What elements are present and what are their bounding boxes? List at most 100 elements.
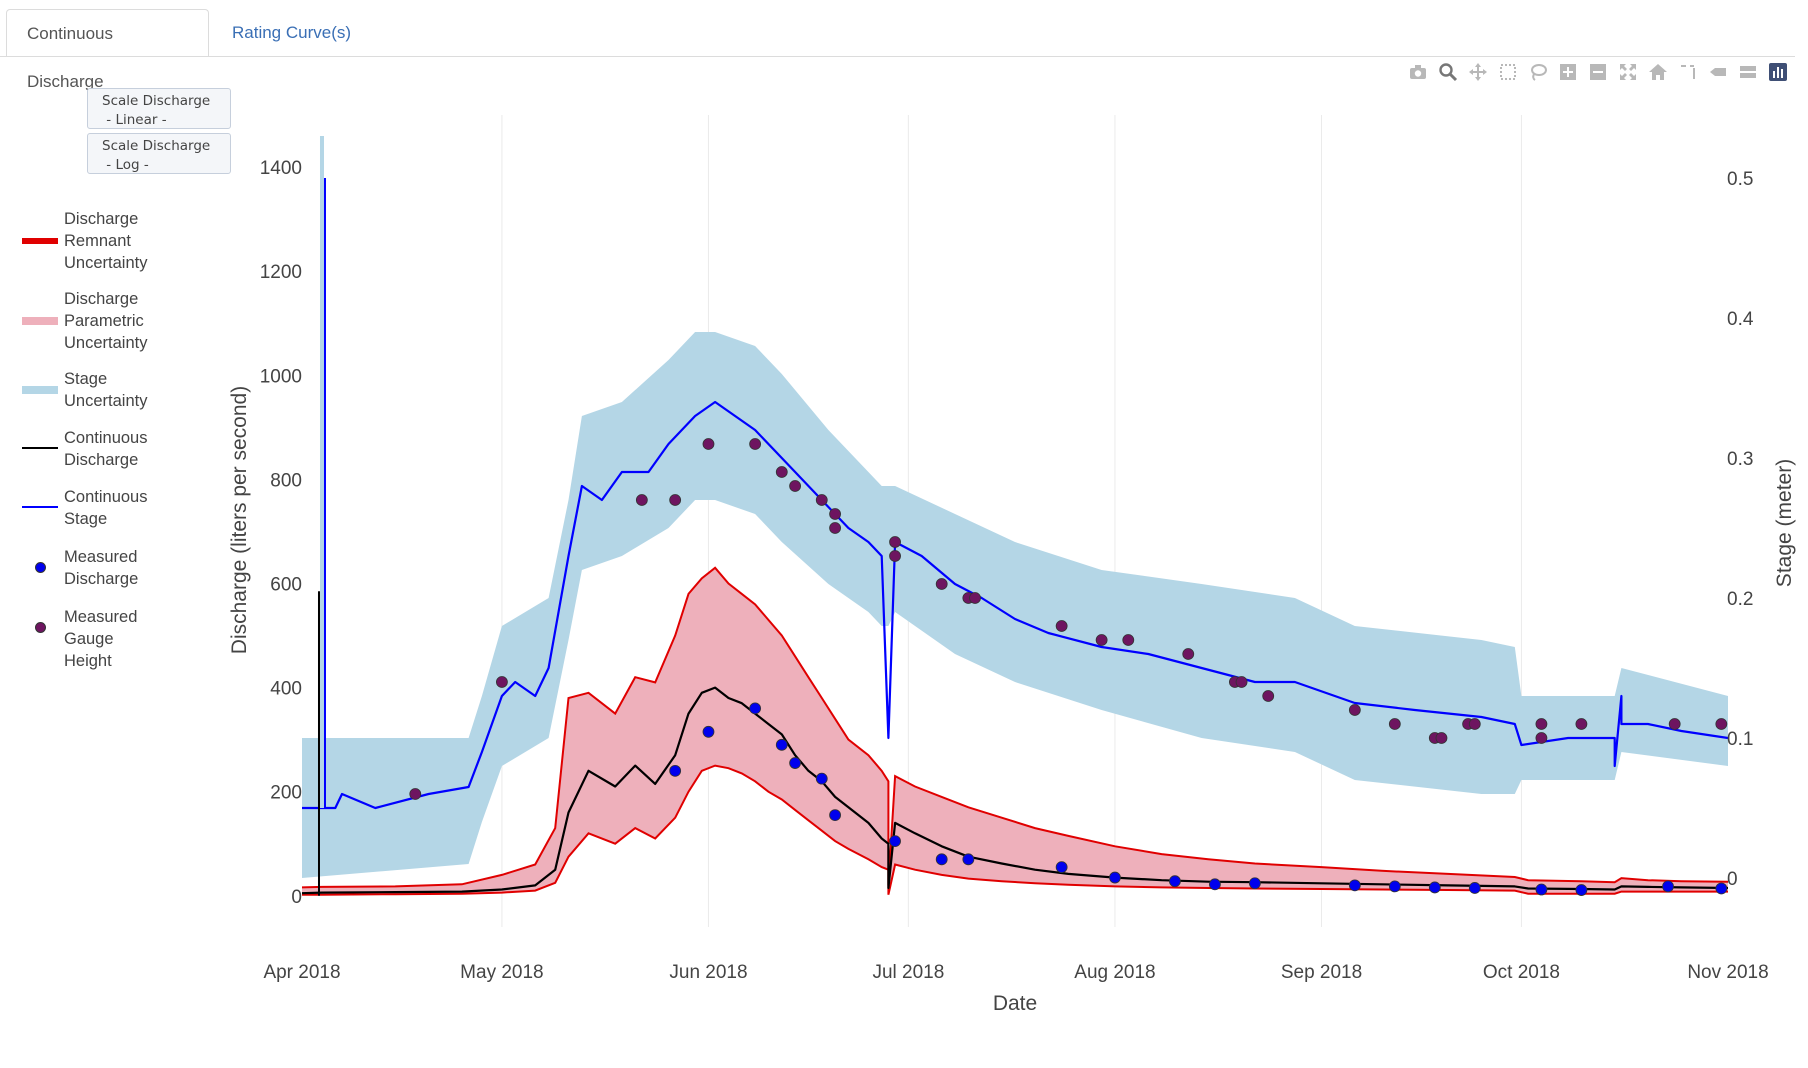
measured-gauge-height-point bbox=[1262, 690, 1275, 702]
measured-gauge-height-point bbox=[969, 592, 981, 604]
measured-gauge-height-point bbox=[1055, 620, 1068, 632]
legend-item-continuous-stage[interactable]: Continuous Stage bbox=[18, 486, 218, 530]
measured-discharge-point bbox=[1428, 881, 1441, 894]
legend-item-remnant[interactable]: Discharge Remnant Uncertainty bbox=[18, 208, 218, 274]
y-tick-label: 400 bbox=[270, 679, 302, 700]
scale-log-button[interactable]: Scale Discharge - Log - bbox=[87, 133, 231, 174]
legend-item-parametric[interactable]: Discharge Parametric Uncertainty bbox=[18, 288, 218, 354]
measured-discharge-point bbox=[1575, 884, 1588, 896]
tab-rating-curves[interactable]: Rating Curve(s) bbox=[232, 23, 352, 42]
measured-discharge-point bbox=[775, 738, 788, 751]
measured-gauge-height-point bbox=[1235, 676, 1248, 688]
autoscale-icon[interactable] bbox=[1616, 60, 1640, 84]
measured-gauge-height-point bbox=[1715, 718, 1728, 730]
measured-gauge-height-point bbox=[1535, 732, 1548, 744]
measured-gauge-height-point bbox=[409, 788, 422, 800]
x-axis-title: Date bbox=[993, 992, 1037, 1015]
measured-gauge-height-point bbox=[789, 480, 802, 492]
legend-swatch-remnant bbox=[18, 208, 64, 274]
tab-bar: Continuous Discharge Rating Curve(s) bbox=[0, 0, 1808, 91]
uncertainty-bands bbox=[302, 332, 1728, 896]
tab-continuous-discharge[interactable]: Continuous Discharge bbox=[6, 9, 209, 91]
discharge-parametric-band bbox=[302, 567, 1728, 895]
reset-axes-icon[interactable] bbox=[1646, 60, 1670, 84]
y-axis-title: Discharge (liters per second) bbox=[228, 386, 251, 654]
plot-modebar bbox=[1406, 60, 1790, 86]
measured-discharge-point bbox=[829, 809, 841, 821]
y2-axis-title: Stage (meter) bbox=[1773, 459, 1796, 587]
axes: Apr 2018 May 2018 Jun 2018 Jul 2018 Aug 2018… bbox=[228, 158, 1796, 1015]
measured-gauge-height-point bbox=[775, 466, 788, 478]
x-tick-label: Sep 2018 bbox=[1281, 962, 1362, 983]
legend-label: Measured Gauge Height bbox=[64, 608, 138, 670]
measured-discharge-point bbox=[1169, 875, 1181, 888]
measured-gauge-height-point bbox=[1668, 718, 1681, 730]
x-tick-label: Jul 2018 bbox=[872, 962, 944, 983]
measured-discharge-point bbox=[962, 853, 975, 866]
measured-gauge-height-point bbox=[1435, 732, 1448, 744]
zoom-out-icon[interactable] bbox=[1586, 60, 1610, 84]
measured-markers bbox=[409, 438, 1728, 896]
camera-icon[interactable] bbox=[1406, 60, 1430, 84]
measured-discharge-point bbox=[1468, 882, 1481, 894]
legend-swatch-parametric bbox=[18, 288, 64, 354]
scale-linear-button[interactable]: Scale Discharge - Linear - bbox=[87, 88, 231, 129]
zoom-in-icon[interactable] bbox=[1556, 60, 1580, 84]
measured-gauge-height-point bbox=[749, 438, 762, 450]
hover-compare-icon[interactable] bbox=[1736, 60, 1760, 84]
measured-discharge-point bbox=[815, 772, 828, 785]
tab-divider bbox=[0, 56, 1795, 57]
measured-discharge-point bbox=[1209, 878, 1221, 891]
measured-gauge-height-point bbox=[635, 494, 648, 506]
legend-label: Measured Discharge bbox=[64, 548, 139, 588]
measured-gauge-height-point bbox=[829, 508, 841, 520]
legend-swatch-measured-gauge-height bbox=[18, 606, 64, 672]
lasso-icon[interactable] bbox=[1526, 60, 1550, 84]
legend-item-measured-discharge[interactable]: Measured Discharge bbox=[18, 546, 218, 590]
y-tick-label: 1400 bbox=[260, 158, 302, 179]
measured-discharge-point bbox=[1388, 880, 1401, 893]
measured-discharge-point bbox=[669, 764, 682, 777]
measured-discharge-point bbox=[1248, 877, 1261, 890]
measured-discharge-point bbox=[702, 725, 715, 738]
x-tick-label: Jun 2018 bbox=[669, 962, 747, 983]
stage-uncertainty-band bbox=[302, 332, 1728, 878]
plotly-logo-icon[interactable] bbox=[1766, 60, 1790, 84]
pan-icon[interactable] bbox=[1466, 60, 1490, 84]
legend-item-continuous-discharge[interactable]: Continuous Discharge bbox=[18, 427, 218, 471]
zoom-icon[interactable] bbox=[1436, 60, 1460, 84]
measured-gauge-height-point bbox=[496, 676, 508, 688]
measured-discharge-point bbox=[1535, 883, 1548, 896]
measured-discharge-point bbox=[749, 702, 762, 715]
legend-label: Continuous Stage bbox=[64, 488, 148, 528]
legend-item-measured-gauge-height[interactable]: Measured Gauge Height bbox=[18, 606, 218, 672]
hover-closest-icon[interactable] bbox=[1706, 60, 1730, 84]
measured-discharge-point bbox=[935, 853, 948, 866]
measured-gauge-height-point bbox=[1348, 704, 1361, 716]
x-tick-label: Apr 2018 bbox=[263, 962, 340, 983]
legend-label: Discharge Parametric Uncertainty bbox=[64, 290, 148, 352]
measured-gauge-height-point bbox=[889, 550, 901, 562]
y2-tick-label: 0.3 bbox=[1727, 449, 1753, 470]
box-select-icon[interactable] bbox=[1496, 60, 1520, 84]
x-tick-label: Oct 2018 bbox=[1483, 962, 1560, 983]
legend-item-stage-uncertainty[interactable]: Stage Uncertainty bbox=[18, 368, 218, 412]
y-tick-label: 1200 bbox=[260, 262, 302, 283]
measured-discharge-point bbox=[1109, 871, 1121, 884]
measured-gauge-height-point bbox=[1388, 718, 1401, 730]
measured-discharge-point bbox=[1662, 880, 1674, 893]
x-tick-label: Aug 2018 bbox=[1074, 962, 1155, 983]
y-tick-label: 1000 bbox=[260, 366, 302, 387]
legend-swatch-continuous-stage bbox=[18, 486, 64, 530]
y-tick-label: 0 bbox=[291, 887, 302, 908]
y-tick-label: 600 bbox=[270, 574, 302, 595]
discharge-remnant-lower bbox=[302, 764, 1728, 896]
measured-discharge-point bbox=[1715, 882, 1728, 895]
measured-discharge-point bbox=[789, 757, 802, 769]
y2-tick-label: 0.4 bbox=[1727, 309, 1754, 330]
y-tick-label: 200 bbox=[270, 783, 302, 804]
x-tick-label: May 2018 bbox=[460, 962, 543, 983]
measured-gauge-height-point bbox=[889, 536, 901, 548]
spike-lines-icon[interactable] bbox=[1676, 60, 1700, 84]
